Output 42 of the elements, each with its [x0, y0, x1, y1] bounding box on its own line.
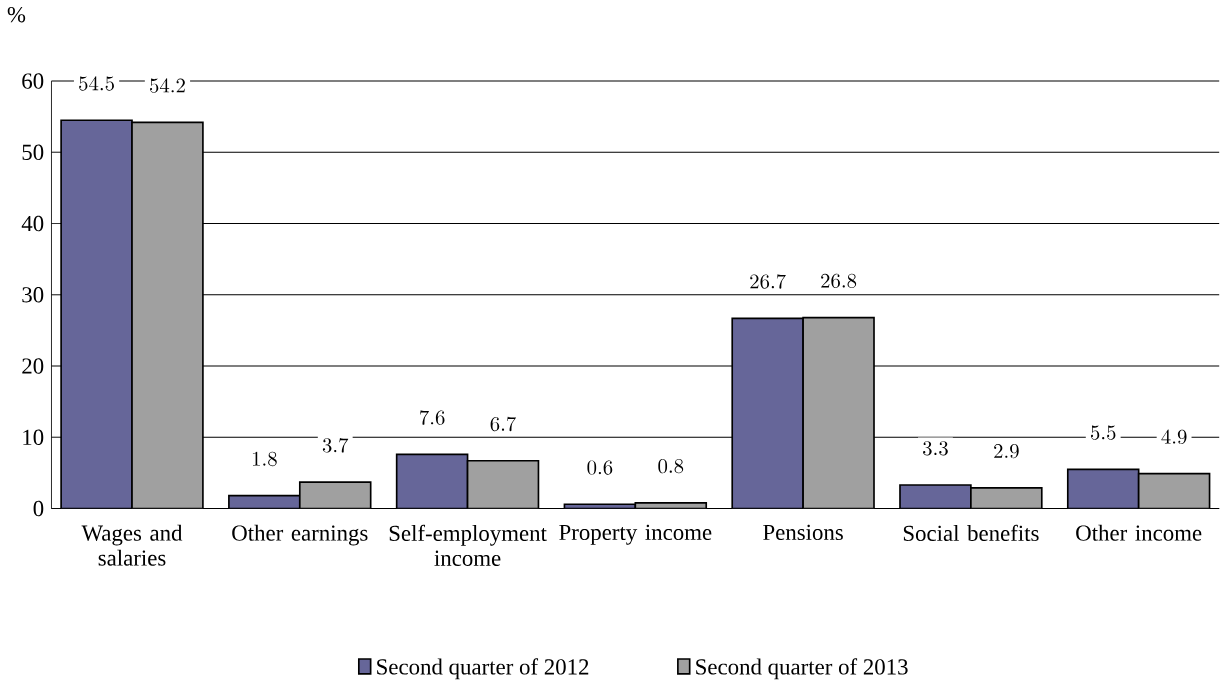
data-label: 0.8 — [658, 459, 684, 474]
x-tick-label: Other income — [1076, 524, 1202, 541]
y-tick-label: 30 — [22, 287, 44, 303]
y-tick-label: 20 — [22, 358, 44, 374]
x-tick-label: Property income — [559, 524, 712, 545]
bar — [396, 454, 468, 509]
bar — [1137, 472, 1211, 509]
data-label: 26.8 — [821, 273, 857, 289]
legend-label: Second quarter of 2013 — [696, 658, 908, 680]
data-label: 7.6 — [420, 410, 445, 425]
bar — [61, 120, 133, 509]
data-label: 6.7 — [490, 416, 516, 432]
x-tick-label: Self-employment income — [389, 524, 547, 567]
y-tick-label: 10 — [23, 429, 44, 446]
bar — [732, 318, 804, 509]
bar — [467, 460, 539, 509]
y-tick-label: 40 — [21, 215, 44, 232]
y-tick-label: 0 — [33, 500, 44, 517]
x-tick-label: Social benefits — [903, 524, 1039, 542]
data-label: 26.7 — [750, 274, 786, 289]
bar — [899, 485, 971, 509]
x-tick-label: Other earnings — [232, 524, 368, 546]
bar — [970, 487, 1042, 509]
data-label: 54.5 — [79, 76, 114, 91]
bar — [132, 122, 203, 509]
bar — [299, 482, 371, 509]
y-axis-title: % — [7, 7, 26, 23]
x-tick-label: Wages and salaries — [81, 524, 183, 566]
data-label: 3.3 — [923, 441, 948, 456]
y-tick-label: 60 — [22, 73, 44, 89]
x-tick-label: Pensions — [763, 524, 843, 541]
bar — [803, 317, 875, 509]
data-label: 4.9 — [1161, 429, 1187, 445]
data-label: 5.5 — [1090, 425, 1116, 440]
data-label: 3.7 — [322, 438, 349, 453]
data-label: 0.6 — [587, 460, 613, 475]
data-label: 1 .8 — [252, 451, 277, 467]
y-tick-label: 50 — [22, 144, 44, 161]
data-label: 2.9 — [994, 444, 1019, 459]
legend-label: Second quarter of 2012 — [377, 658, 589, 680]
bar — [1066, 468, 1140, 509]
data-label: 54.2 — [150, 78, 185, 93]
